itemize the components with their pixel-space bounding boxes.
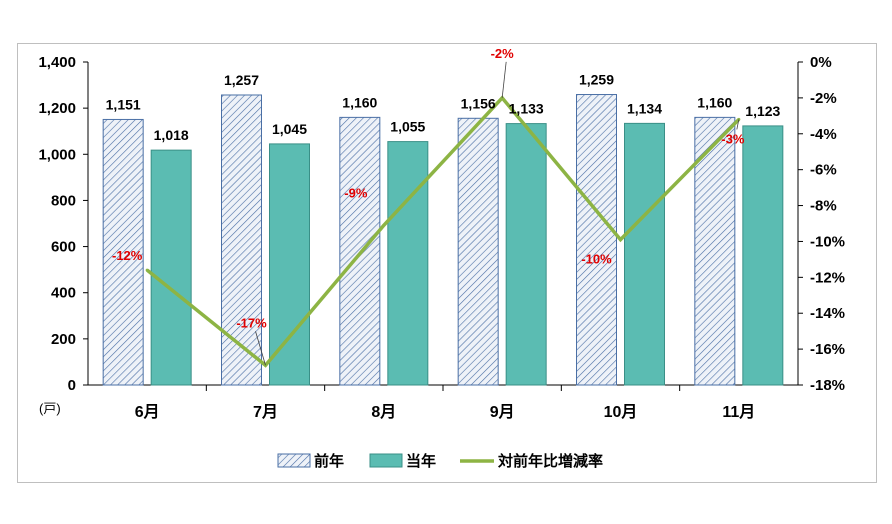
current-year-value-label: 1,055	[390, 119, 425, 135]
right-tick-label: -6%	[810, 162, 837, 179]
left-tick-label: 200	[51, 331, 76, 348]
left-tick-label: 1,200	[38, 100, 76, 117]
right-tick-label: -14%	[810, 305, 845, 322]
category-label: 10月	[604, 403, 638, 421]
bar-current-year	[150, 149, 192, 386]
category-label: 9月	[490, 403, 515, 421]
prev-year-value-label: 1,160	[697, 94, 732, 110]
left-axis-unit: (戸)	[39, 401, 61, 416]
right-tick-label: -2%	[810, 90, 837, 107]
rate-value-label: -2%	[491, 46, 515, 61]
left-tick-label: 1,000	[38, 146, 76, 163]
current-year-value-label: 1,133	[509, 101, 544, 117]
current-year-value-label: 1,045	[272, 121, 307, 137]
rate-label-leader	[736, 119, 740, 130]
rate-label-leader	[255, 331, 266, 366]
bar-prev-year	[576, 94, 617, 386]
rate-value-label: -17%	[236, 315, 267, 330]
prev-year-value-label: 1,257	[224, 72, 259, 88]
axes: 0 200 400 600 800 1,000 1,200 1,400 (戸) 0% -2% -4% -…	[38, 54, 845, 421]
current-year-value-label: 1,018	[154, 127, 189, 143]
current-year-value-label: 1,123	[745, 103, 780, 119]
rate-value-label: -9%	[344, 185, 368, 200]
legend-swatch-current-year	[369, 453, 403, 468]
right-tick-label: -12%	[810, 269, 845, 286]
bar-current-year	[387, 141, 429, 386]
prev-year-value-label: 1,156	[461, 95, 496, 111]
legend: 前年 当年 対前年比増減率	[277, 452, 603, 470]
category-label: 6月	[135, 403, 160, 421]
rate-point	[382, 223, 386, 227]
rate-point	[145, 268, 149, 272]
rate-label-leader	[501, 61, 507, 98]
chart-frame	[17, 43, 877, 483]
legend-label-prev-year: 前年	[314, 452, 344, 470]
category-label: 11月	[722, 403, 755, 421]
rate-point	[619, 238, 622, 242]
legend-swatch-prev-year	[277, 453, 311, 468]
right-tick-label: -18%	[810, 377, 845, 394]
legend-label-current-year: 当年	[406, 452, 436, 470]
legend-label-rate: 対前年比増減率	[497, 452, 603, 470]
rate-value-label: -10%	[581, 252, 612, 267]
right-tick-label: -10%	[810, 233, 845, 250]
category-label: 7月	[253, 403, 278, 421]
prev-year-value-label: 1,259	[579, 72, 614, 88]
left-tick-label: 1,400	[38, 54, 76, 71]
bar-current-year	[269, 143, 310, 386]
right-tick-label: -4%	[810, 126, 837, 143]
right-tick-label: 0%	[810, 54, 832, 71]
prev-year-value-label: 1,151	[106, 96, 141, 112]
left-tick-label: 600	[51, 239, 76, 256]
category-label: 8月	[371, 403, 396, 421]
bar-prev-year	[694, 116, 736, 386]
bars	[102, 94, 784, 386]
bar-prev-year	[457, 117, 499, 386]
current-year-value-label: 1,134	[627, 100, 662, 116]
bar-prev-year	[102, 118, 144, 386]
bar-current-year	[624, 122, 665, 386]
bar-current-year	[742, 125, 784, 386]
rate-value-label: -12%	[112, 248, 143, 263]
left-tick-label: 400	[51, 285, 76, 302]
prev-year-value-label: 1,160	[342, 94, 377, 110]
data-labels: 1,151 1,018 1,257 1,045 1,160 1,055 1,156 1,133…	[106, 46, 781, 366]
right-tick-label: -16%	[810, 341, 845, 358]
left-tick-label: 0	[68, 377, 76, 394]
left-tick-label: 800	[51, 192, 76, 209]
bar-current-year	[505, 123, 547, 386]
rate-value-label: -3%	[721, 131, 745, 146]
right-tick-label: -8%	[810, 198, 837, 215]
bar-prev-year	[221, 94, 262, 386]
rate-line	[146, 95, 741, 368]
